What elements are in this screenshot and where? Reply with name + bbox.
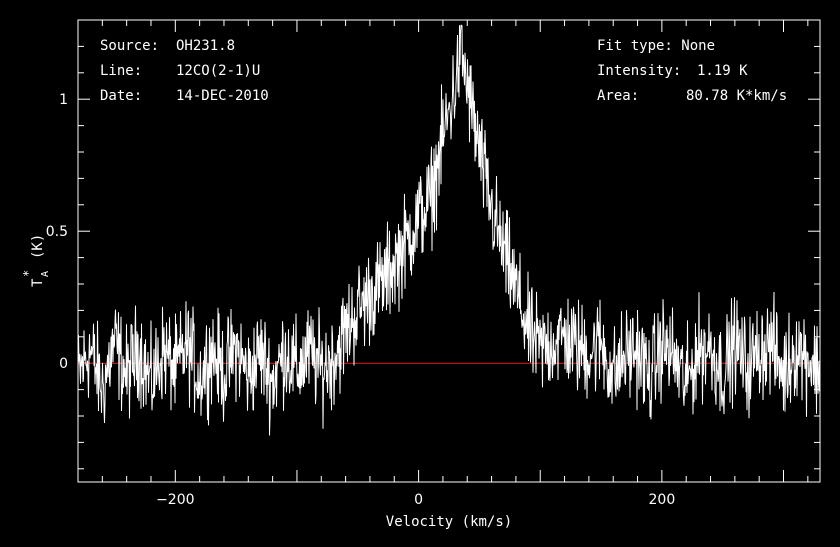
y-axis-label-main: T [30, 278, 46, 287]
date-value: 14-DEC-2010 [176, 88, 269, 104]
line-value: 12CO(2-1)U [176, 63, 260, 79]
intensity-value: 1.19 K [697, 63, 748, 79]
tick-marks [77, 20, 820, 482]
x-tick-label: 200 [649, 492, 676, 508]
x-tick-label: 0 [414, 492, 423, 508]
y-tick-label: 0.5 [46, 224, 68, 240]
x-tick-label: −200 [156, 492, 194, 508]
x-axis-label: Velocity (km/s) [386, 514, 512, 530]
intensity-label: Intensity: [597, 63, 681, 79]
y-axis-label-sup: * [21, 270, 35, 277]
source-value: OH231.8 [176, 38, 235, 54]
y-axis-label-unit: (K) [30, 234, 46, 259]
spectrum-line [77, 24, 821, 436]
tick-labels: −200 0 200 0 0.5 1 [46, 92, 676, 508]
date-label: Date: [100, 88, 142, 104]
line-label: Line: [100, 63, 142, 79]
plot-frame [77, 19, 821, 483]
source-label: Source: [100, 38, 159, 54]
y-tick-label: 1 [59, 92, 68, 108]
y-tick-label: 0 [59, 356, 68, 372]
y-axis-label: T A * (K) [21, 234, 51, 287]
fit-type: Fit type: None [597, 38, 715, 54]
y-axis-label-sub: A [40, 271, 51, 277]
area-label: Area: [597, 88, 639, 104]
area-value: 80.78 K*km/s [686, 88, 787, 104]
